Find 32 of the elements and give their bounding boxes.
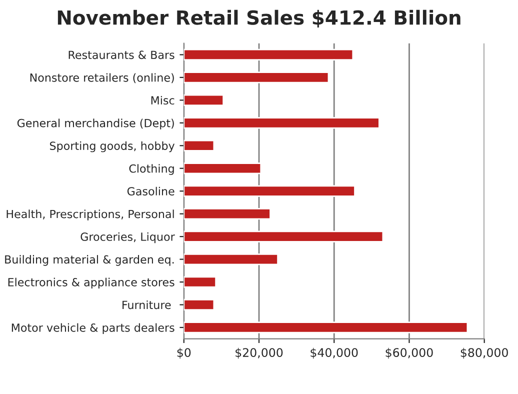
bar [184, 208, 271, 220]
bar [184, 230, 384, 242]
chart-title: November Retail Sales $412.4 Billion [58, 10, 460, 28]
x-tick-label: $40,000 [310, 348, 358, 359]
y-tick-label: Restaurants & Bars [68, 50, 174, 60]
y-tick-label: General merchandise (Dept) [17, 118, 174, 130]
y-tick-label: Misc [151, 96, 174, 105]
x-tick-label: $20,000 [236, 348, 283, 359]
bar [184, 298, 215, 311]
y-tick-label: Furniture [122, 300, 171, 310]
y-tick-label: Nonstore retailers (online) [30, 73, 174, 84]
bar [184, 276, 217, 288]
y-tick-label: Motor vehicle & parts dealers [12, 323, 174, 334]
bar [184, 72, 330, 84]
y-tick-label: Health, Prescriptions, Personal [6, 210, 174, 220]
y-tick-label: Gasoline [127, 186, 174, 196]
x-tick-label: $80,000 [460, 348, 508, 359]
bar [184, 185, 356, 197]
y-tick-label: Building material & garden eq. [5, 255, 174, 266]
x-tick-label: $60,000 [386, 348, 433, 359]
bar [184, 253, 278, 266]
bar [184, 322, 468, 334]
y-tick-label: Electronics & appliance stores [8, 278, 174, 289]
bar [184, 140, 215, 152]
y-tick-label: Clothing [129, 164, 174, 175]
bar [184, 117, 380, 129]
x-tick-label: $0 [177, 348, 191, 359]
bar [184, 162, 262, 174]
bar [184, 94, 224, 106]
y-tick-label: Groceries, Liquor [80, 232, 175, 244]
bar [184, 48, 354, 61]
y-tick-label: Sporting goods, hobby [50, 141, 175, 152]
